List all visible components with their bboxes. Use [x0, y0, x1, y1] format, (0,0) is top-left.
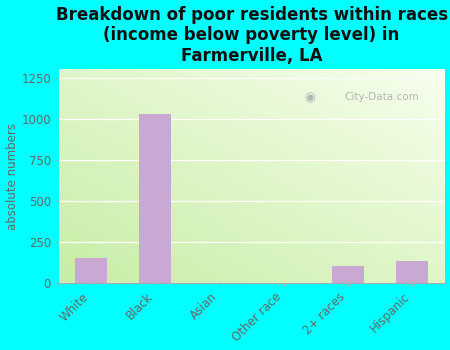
Text: ◉: ◉	[304, 91, 315, 104]
Bar	[332, 266, 364, 283]
Bar	[139, 114, 171, 283]
Bar	[75, 258, 107, 283]
Bar	[396, 261, 428, 283]
Text: City-Data.com: City-Data.com	[344, 92, 419, 102]
Y-axis label: absolute numbers: absolute numbers	[5, 122, 18, 230]
Title: Breakdown of poor residents within races
(income below poverty level) in
Farmerv: Breakdown of poor residents within races…	[55, 6, 448, 65]
